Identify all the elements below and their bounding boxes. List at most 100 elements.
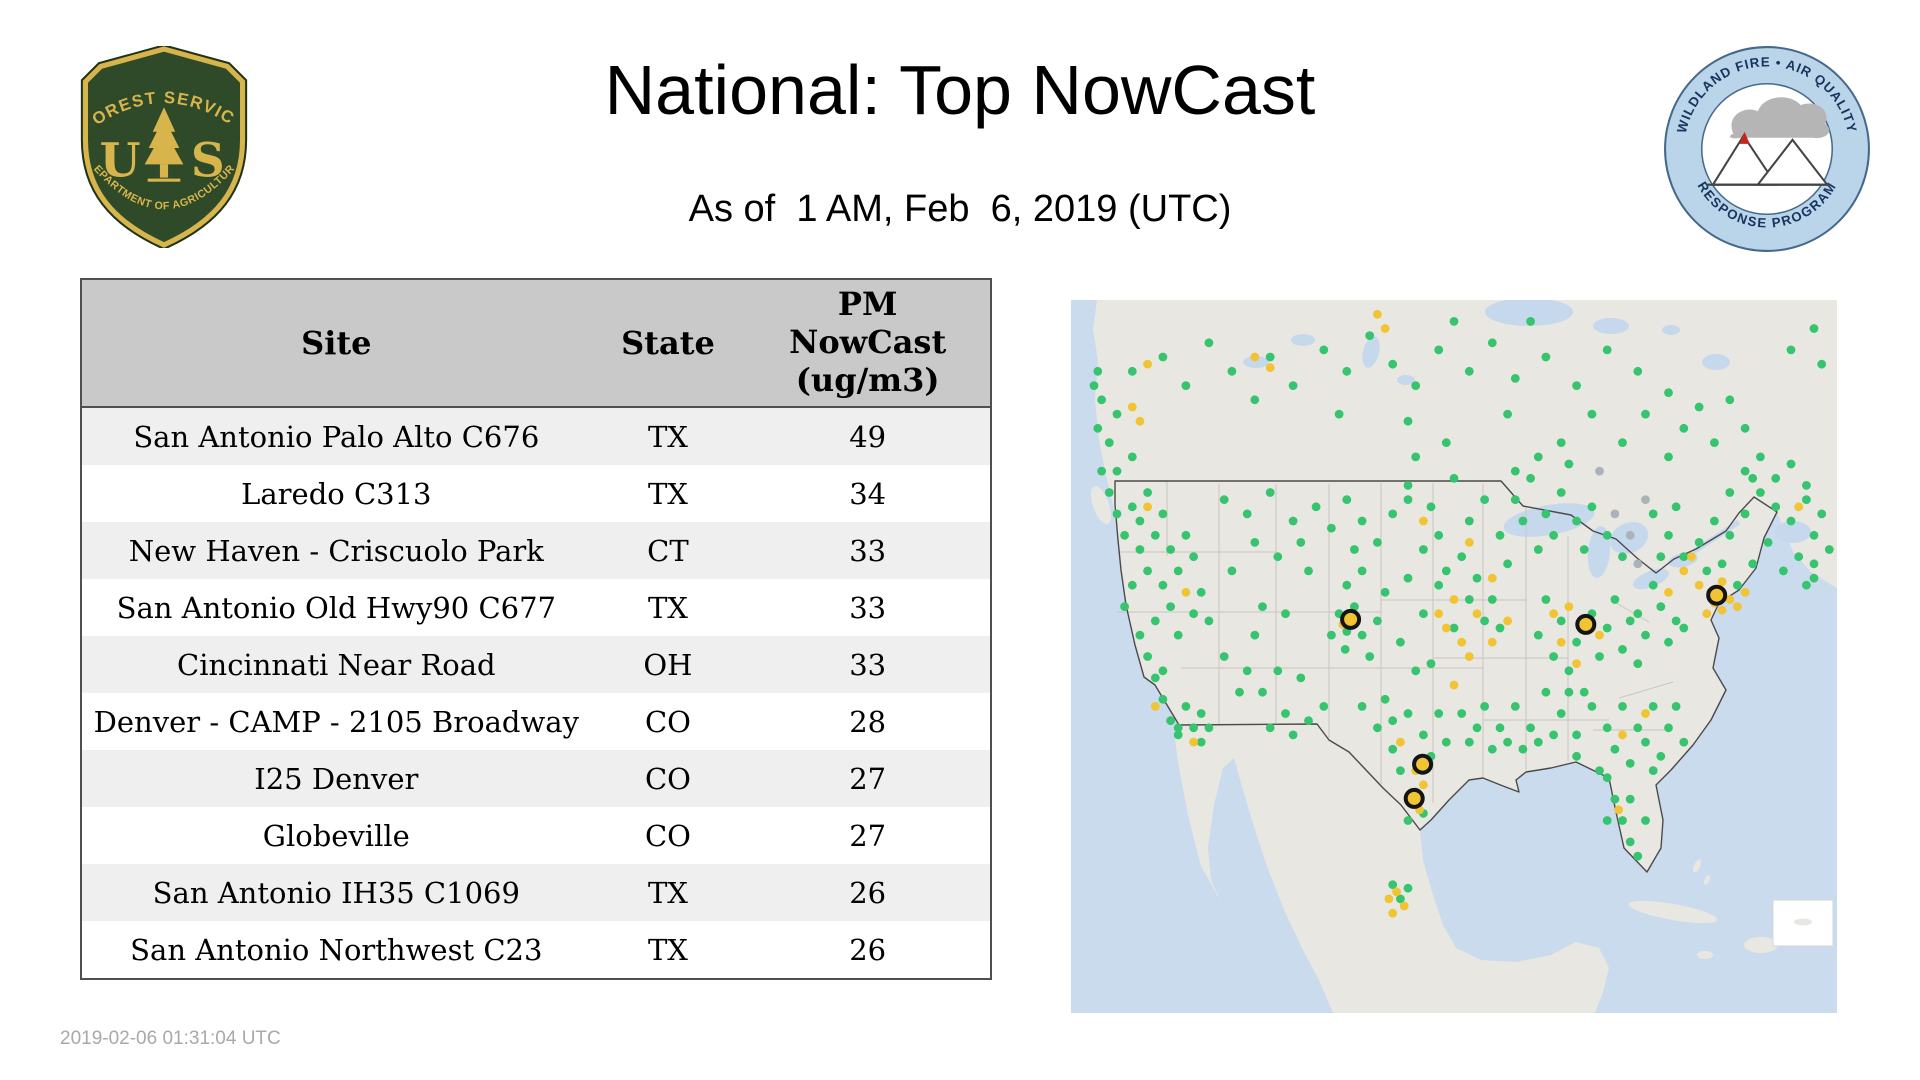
monitor-dot xyxy=(1204,338,1214,348)
monitor-dot xyxy=(1127,402,1137,412)
monitor-dot xyxy=(1288,381,1298,390)
value-cell: 33 xyxy=(745,579,991,636)
map-svg xyxy=(1071,298,1837,1013)
monitor-dot xyxy=(1572,730,1581,740)
monitor-dot xyxy=(1158,509,1168,519)
state-cell: TX xyxy=(590,407,746,465)
monitor-dot xyxy=(1671,702,1681,711)
nowcast-table: Site State PM NowCast (ug/m3) San Antoni… xyxy=(80,278,992,980)
monitor-dot xyxy=(1487,573,1497,583)
monitor-dot xyxy=(1258,687,1267,697)
monitor-dot xyxy=(1495,623,1505,633)
monitor-dot xyxy=(1227,366,1237,376)
monitor-dot xyxy=(1541,595,1551,604)
monitor-dot xyxy=(1158,352,1168,362)
monitor-dot xyxy=(1533,452,1543,462)
monitor-dot xyxy=(1633,559,1643,569)
monitor-dot xyxy=(1380,324,1390,333)
monitor-dot xyxy=(1365,331,1375,340)
monitor-dot xyxy=(1104,438,1114,447)
monitor-dot xyxy=(1503,559,1512,569)
monitor-dot xyxy=(1595,766,1604,775)
monitor-dot xyxy=(1526,317,1535,326)
monitor-dot xyxy=(1403,416,1413,426)
monitor-dot xyxy=(1786,516,1796,526)
monitor-dot xyxy=(1740,509,1750,519)
monitor-dot xyxy=(1472,723,1482,733)
monitor-dot xyxy=(1112,466,1122,476)
monitor-dot xyxy=(1419,545,1428,554)
monitor-dot xyxy=(1403,495,1413,504)
monitor-dot xyxy=(1143,502,1152,512)
monitor-dot xyxy=(1166,545,1175,554)
monitor-dot xyxy=(1541,509,1551,519)
monitor-dot xyxy=(1396,766,1405,775)
monitor-dot xyxy=(1196,737,1206,747)
monitor-dot xyxy=(1664,587,1673,597)
monitor-dot xyxy=(1097,395,1106,405)
monitor-dot xyxy=(1572,751,1581,761)
airfire-logo: WILDLAND FIRE • AIR QUALITY RESPONSE PRO… xyxy=(1662,44,1872,254)
monitor-dot xyxy=(1802,481,1811,490)
monitor-dot xyxy=(1350,545,1359,554)
table-row: San Antonio Palo Alto C676 TX 49 xyxy=(81,407,991,465)
monitor-dot xyxy=(1143,359,1152,369)
monitor-dot xyxy=(1396,894,1405,904)
monitor-dot xyxy=(1648,580,1658,590)
value-cell: 33 xyxy=(745,636,991,693)
monitor-dot xyxy=(1733,602,1742,611)
monitor-dot xyxy=(1710,516,1719,526)
monitor-dot xyxy=(1189,609,1198,619)
usfs-shield-icon: FOREST SERVICE U S DEPARTMENT OF AGRICUL… xyxy=(66,31,248,250)
monitor-dot xyxy=(1296,538,1306,547)
monitor-dot xyxy=(1227,566,1237,576)
monitor-dot xyxy=(1327,523,1336,533)
monitor-dot xyxy=(1357,630,1367,640)
monitor-dot xyxy=(1219,652,1229,661)
monitor-dot xyxy=(1340,645,1350,654)
monitor-dot xyxy=(1817,359,1827,369)
monitor-dot xyxy=(1441,438,1451,447)
monitor-dot xyxy=(1150,702,1160,711)
monitor-dot xyxy=(1357,516,1367,526)
value-cell: 33 xyxy=(745,522,991,579)
monitor-dot xyxy=(1434,580,1444,590)
monitor-dot xyxy=(1579,687,1589,697)
state-cell: TX xyxy=(590,864,746,921)
monitor-dot xyxy=(1809,559,1819,569)
monitor-dot xyxy=(1679,552,1689,562)
monitor-dot xyxy=(1702,609,1712,619)
top-site-marker xyxy=(1340,608,1362,630)
monitor-dot xyxy=(1641,495,1650,504)
monitor-dot xyxy=(1503,616,1512,626)
monitor-dot xyxy=(1771,502,1781,512)
table-row: San Antonio Old Hwy90 C677 TX 33 xyxy=(81,579,991,636)
usfs-letter-s: S xyxy=(191,134,225,189)
column-header-site: Site xyxy=(81,279,591,408)
monitor-dot xyxy=(1572,381,1581,390)
monitor-dot xyxy=(1350,602,1359,611)
inland-water xyxy=(1243,298,1811,590)
monitor-dot xyxy=(1694,580,1704,590)
island-cuba xyxy=(1628,900,1718,924)
monitor-dot xyxy=(1449,595,1459,604)
monitor-dot xyxy=(1403,883,1413,893)
monitor-dot xyxy=(1388,509,1398,519)
monitor-dot xyxy=(1786,459,1796,469)
monitor-dot xyxy=(1549,730,1558,740)
monitor-dot xyxy=(1327,630,1336,640)
monitor-dot xyxy=(1809,324,1819,333)
monitor-dot xyxy=(1648,509,1658,519)
generated-timestamp: 2019-02-06 01:31:04 UTC xyxy=(60,1028,281,1049)
state-cell: TX xyxy=(590,921,746,979)
monitor-dot xyxy=(1380,587,1390,597)
monitor-dot xyxy=(1204,723,1214,733)
monitor-dot xyxy=(1587,702,1597,711)
monitor-dot xyxy=(1403,816,1413,825)
monitor-dot xyxy=(1235,687,1244,697)
table-row: Cincinnati Near Road OH 33 xyxy=(81,636,991,693)
monitor-dot xyxy=(1740,423,1750,433)
monitor-dot xyxy=(1411,381,1421,390)
monitor-dot xyxy=(1725,488,1735,497)
site-cell: Denver - CAMP - 2105 Broadway xyxy=(81,693,591,750)
